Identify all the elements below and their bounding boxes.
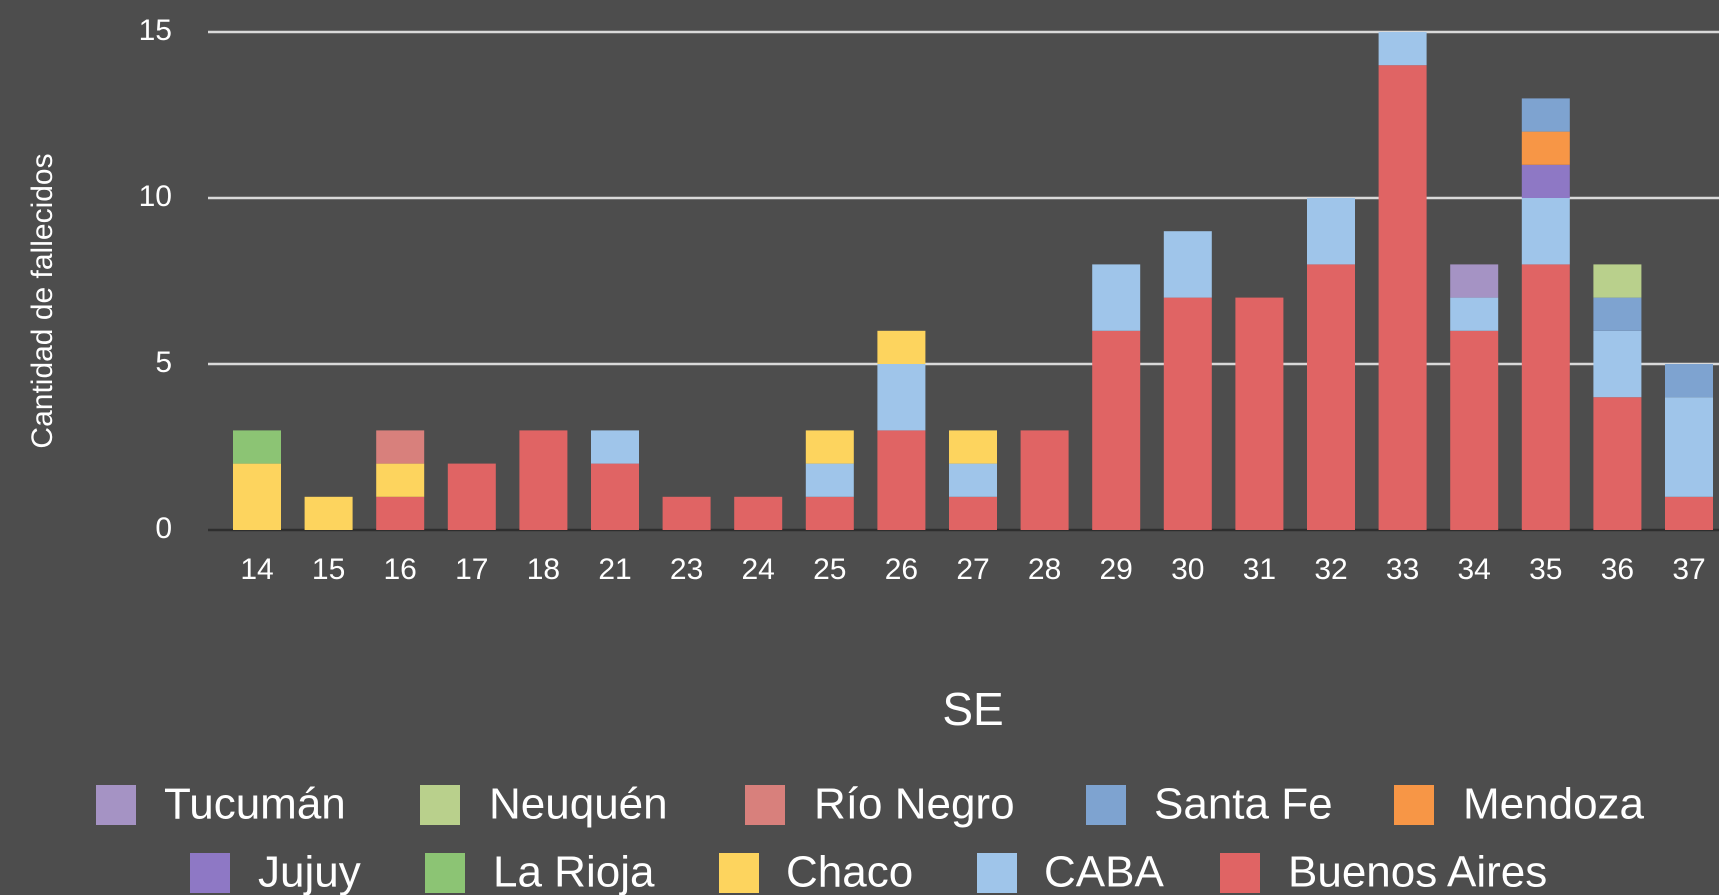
x-tick-label: 33 (1386, 553, 1419, 586)
bar-segment (591, 430, 639, 464)
bar-segment (233, 463, 281, 530)
bar-segment (805, 463, 854, 497)
y-tick-label: 10 (139, 180, 172, 213)
bar-segment (233, 430, 281, 464)
y-tick-label: 5 (155, 346, 172, 379)
bar-segment (447, 463, 496, 530)
x-tick-label: 17 (455, 553, 488, 586)
legend-label: Tucumán (164, 780, 346, 829)
x-tick-label: 30 (1171, 553, 1204, 586)
x-tick-label: 24 (742, 553, 775, 586)
bar-segment (1163, 231, 1212, 298)
bar-segment (1665, 496, 1713, 530)
legend-label: Jujuy (258, 848, 361, 895)
bar-segment (662, 496, 711, 530)
bar-segment (1521, 198, 1570, 265)
legend-label: CABA (1044, 848, 1164, 895)
bar-segment (1450, 330, 1499, 530)
bar-segment (376, 430, 425, 464)
x-tick-label: 32 (1314, 553, 1347, 586)
legend-label: Chaco (786, 848, 913, 895)
x-tick-label: 25 (813, 553, 846, 586)
bar-segment (1450, 297, 1499, 331)
legend-swatch (1394, 785, 1434, 825)
bar-segment (1593, 397, 1642, 530)
legend-swatch (1086, 785, 1126, 825)
bar-segment (949, 463, 997, 497)
bar-segment (1235, 297, 1284, 530)
legend-swatch (719, 853, 759, 893)
legend-label: Neuquén (489, 780, 668, 829)
x-tick-label: 15 (312, 553, 345, 586)
bar-segment (805, 496, 854, 530)
bar-segment (1307, 198, 1355, 265)
bar-segment (805, 430, 854, 464)
x-tick-label: 18 (527, 553, 560, 586)
bar-segment (519, 430, 568, 530)
bar-segment (1665, 364, 1713, 398)
legend-swatch (96, 785, 136, 825)
legend-swatch (745, 785, 785, 825)
legend-swatch (420, 785, 460, 825)
bar-segment (1521, 264, 1570, 530)
x-tick-label: 37 (1672, 553, 1705, 586)
bar-segment (1665, 397, 1713, 497)
x-tick-label: 31 (1243, 553, 1276, 586)
legend-swatch (1220, 853, 1260, 893)
bar-segment (877, 330, 926, 364)
bar-segment (376, 463, 425, 497)
bar-segment (1378, 65, 1427, 530)
y-axis-title: Cantidad de fallecidos (26, 153, 59, 448)
bar-segment (877, 430, 926, 530)
bar-segment (1378, 32, 1427, 66)
x-axis-title: SE (942, 683, 1003, 735)
legend-label: Santa Fe (1154, 780, 1333, 829)
x-tick-label: 16 (384, 553, 417, 586)
bar-segment (591, 463, 639, 530)
bar-segment (949, 496, 997, 530)
bar-segment (1092, 330, 1141, 530)
bar-segment (1092, 264, 1141, 331)
bar-segment (1521, 98, 1570, 132)
legend-swatch (425, 853, 465, 893)
bar-segment (877, 364, 926, 431)
x-tick-label: 21 (598, 553, 631, 586)
bar-segment (1163, 297, 1212, 530)
x-tick-label: 27 (956, 553, 989, 586)
bar-segment (1593, 264, 1642, 298)
bar-segment (1593, 330, 1642, 398)
bar-segment (1521, 131, 1570, 165)
bar-segment (1521, 164, 1570, 198)
y-tick-label: 15 (139, 14, 172, 47)
x-tick-label: 34 (1458, 553, 1491, 586)
bar-segment (1020, 430, 1069, 530)
x-tick-label: 28 (1028, 553, 1061, 586)
bar-segment (1307, 264, 1355, 530)
bar-segment (734, 496, 783, 530)
legend-swatch (977, 853, 1017, 893)
legend-swatch (190, 853, 230, 893)
x-tick-label: 36 (1601, 553, 1634, 586)
legend-label: Buenos Aires (1288, 848, 1547, 895)
legend-label: Mendoza (1463, 780, 1645, 829)
bar-segment (949, 430, 997, 464)
bar-segment (304, 496, 353, 530)
x-tick-label: 29 (1100, 553, 1133, 586)
y-tick-label: 0 (155, 512, 172, 545)
x-tick-label: 35 (1529, 553, 1562, 586)
bar-segment (376, 496, 425, 530)
legend-label: Río Negro (814, 780, 1015, 829)
x-tick-label: 26 (885, 553, 918, 586)
bar-segment (1593, 297, 1642, 331)
x-tick-label: 23 (670, 553, 703, 586)
x-tick-label: 14 (240, 553, 273, 586)
bar-segment (1450, 264, 1499, 298)
legend-label: La Rioja (493, 848, 655, 895)
